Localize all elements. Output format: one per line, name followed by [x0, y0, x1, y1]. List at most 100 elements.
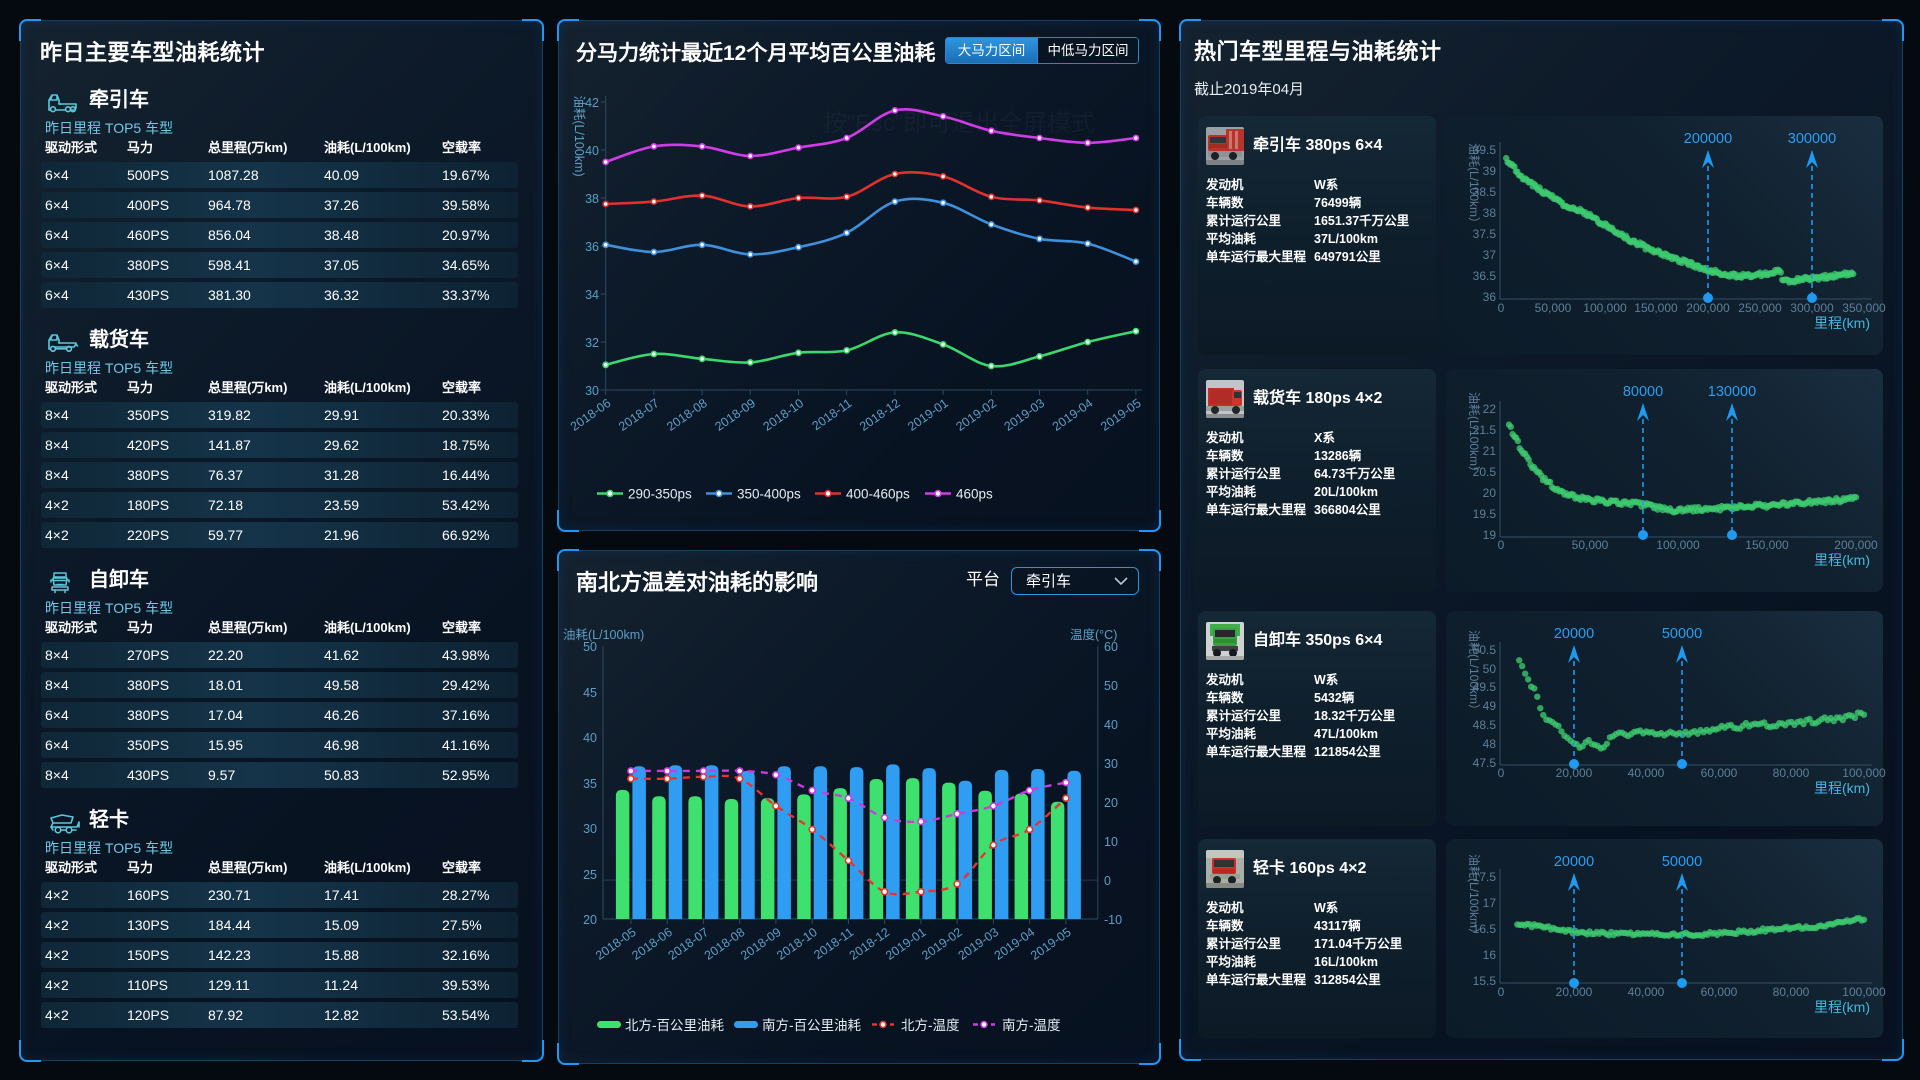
svg-text:里程(km): 里程(km): [1814, 315, 1870, 331]
svg-text:油耗(L/100km）: 油耗(L/100km）: [1467, 630, 1481, 716]
svg-text:2018-05: 2018-05: [593, 925, 639, 963]
svg-text:20.5: 20.5: [1473, 465, 1497, 479]
svg-text:2018-07: 2018-07: [616, 396, 662, 434]
svg-text:10: 10: [1104, 835, 1118, 849]
svg-text:35: 35: [583, 777, 597, 791]
svg-text:20,000: 20,000: [1556, 766, 1593, 780]
svg-text:0: 0: [1498, 766, 1505, 780]
svg-text:100,000: 100,000: [1842, 985, 1886, 999]
svg-text:37.5: 37.5: [1473, 227, 1497, 241]
svg-text:40: 40: [585, 144, 599, 158]
svg-text:50,000: 50,000: [1572, 538, 1609, 552]
svg-text:0: 0: [1498, 985, 1505, 999]
svg-text:2019-01: 2019-01: [905, 396, 951, 434]
svg-text:南方-温度: 南方-温度: [1002, 1018, 1061, 1033]
svg-text:150,000: 150,000: [1745, 538, 1789, 552]
svg-text:2018-06: 2018-06: [568, 396, 614, 434]
svg-text:40: 40: [1104, 718, 1118, 732]
svg-text:里程(km): 里程(km): [1814, 780, 1870, 796]
svg-text:48: 48: [1483, 737, 1497, 751]
svg-text:2018-06: 2018-06: [629, 925, 675, 963]
svg-text:50000: 50000: [1662, 626, 1702, 642]
svg-text:22: 22: [1483, 402, 1497, 416]
svg-text:2019-04: 2019-04: [992, 925, 1038, 963]
svg-text:里程(km): 里程(km): [1814, 999, 1870, 1015]
svg-text:150,000: 150,000: [1634, 301, 1678, 315]
svg-text:60: 60: [1104, 640, 1118, 654]
svg-text:油耗(L/100km): 油耗(L/100km): [572, 95, 586, 176]
svg-text:400-460ps: 400-460ps: [846, 487, 910, 502]
svg-text:80000: 80000: [1623, 384, 1663, 400]
svg-text:36.5: 36.5: [1473, 269, 1497, 283]
svg-text:250,000: 250,000: [1738, 301, 1782, 315]
svg-text:50,000: 50,000: [1535, 301, 1572, 315]
svg-text:油耗(L/100km）: 油耗(L/100km）: [1467, 392, 1481, 478]
svg-text:38.5: 38.5: [1473, 185, 1497, 199]
svg-text:350,000: 350,000: [1842, 301, 1886, 315]
svg-text:2018-12: 2018-12: [857, 396, 903, 434]
svg-text:39: 39: [1483, 164, 1497, 178]
svg-text:2019-02: 2019-02: [953, 396, 999, 434]
svg-text:48.5: 48.5: [1473, 718, 1497, 732]
svg-text:2018-12: 2018-12: [847, 925, 893, 963]
svg-text:2018-10: 2018-10: [774, 925, 820, 963]
svg-text:40,000: 40,000: [1628, 766, 1665, 780]
svg-text:40: 40: [583, 731, 597, 745]
svg-text:20000: 20000: [1554, 626, 1594, 642]
svg-text:32: 32: [585, 336, 599, 350]
svg-text:20: 20: [583, 913, 597, 927]
svg-text:200,000: 200,000: [1686, 301, 1730, 315]
svg-text:37: 37: [1483, 248, 1497, 262]
svg-text:47.5: 47.5: [1473, 756, 1497, 770]
svg-text:80,000: 80,000: [1773, 985, 1810, 999]
svg-text:里程(km): 里程(km): [1814, 552, 1870, 568]
svg-text:50: 50: [583, 640, 597, 654]
svg-text:2019-05: 2019-05: [1028, 925, 1074, 963]
svg-text:25: 25: [583, 868, 597, 882]
svg-text:50: 50: [1104, 679, 1118, 693]
svg-text:2018-07: 2018-07: [666, 925, 712, 963]
svg-text:60,000: 60,000: [1701, 985, 1738, 999]
svg-text:20,000: 20,000: [1556, 985, 1593, 999]
svg-text:100,000: 100,000: [1583, 301, 1627, 315]
svg-text:50.5: 50.5: [1473, 643, 1497, 657]
svg-text:30: 30: [1104, 757, 1118, 771]
svg-text:16.5: 16.5: [1473, 922, 1497, 936]
svg-text:30: 30: [583, 822, 597, 836]
svg-text:350-400ps: 350-400ps: [737, 487, 801, 502]
svg-text:21: 21: [1483, 444, 1497, 458]
svg-text:2019-03: 2019-03: [956, 925, 1002, 963]
svg-text:50: 50: [1483, 662, 1497, 676]
svg-text:油耗(L/100km）: 油耗(L/100km）: [1467, 854, 1481, 940]
svg-text:2018-08: 2018-08: [702, 925, 748, 963]
svg-text:34: 34: [585, 288, 599, 302]
svg-text:南方-百公里油耗: 南方-百公里油耗: [762, 1018, 861, 1033]
svg-text:36: 36: [585, 240, 599, 254]
svg-text:45: 45: [583, 686, 597, 700]
svg-text:2019-01: 2019-01: [883, 925, 929, 963]
svg-text:130000: 130000: [1708, 384, 1756, 400]
svg-text:2019-02: 2019-02: [919, 925, 965, 963]
svg-text:2018-09: 2018-09: [712, 396, 758, 434]
svg-text:200,000: 200,000: [1834, 538, 1878, 552]
svg-text:300,000: 300,000: [1790, 301, 1834, 315]
svg-text:80,000: 80,000: [1773, 766, 1810, 780]
svg-text:39.5: 39.5: [1473, 143, 1497, 157]
svg-text:0: 0: [1498, 301, 1505, 315]
svg-text:17: 17: [1483, 896, 1497, 910]
svg-text:100,000: 100,000: [1656, 538, 1700, 552]
svg-text:0: 0: [1498, 538, 1505, 552]
svg-text:42: 42: [585, 96, 599, 110]
svg-text:20: 20: [1483, 486, 1497, 500]
svg-text:2018-11: 2018-11: [810, 396, 855, 433]
svg-text:温度(°C): 温度(°C): [1070, 627, 1117, 642]
svg-text:49: 49: [1483, 699, 1497, 713]
svg-text:北方-百公里油耗: 北方-百公里油耗: [625, 1018, 724, 1033]
svg-text:2018-10: 2018-10: [761, 396, 807, 434]
svg-text:290-350ps: 290-350ps: [628, 487, 692, 502]
svg-text:2019-03: 2019-03: [1002, 396, 1048, 434]
svg-text:15.5: 15.5: [1473, 974, 1497, 988]
svg-text:2019-04: 2019-04: [1050, 396, 1096, 434]
svg-text:16: 16: [1483, 948, 1497, 962]
svg-text:20: 20: [1104, 796, 1118, 810]
